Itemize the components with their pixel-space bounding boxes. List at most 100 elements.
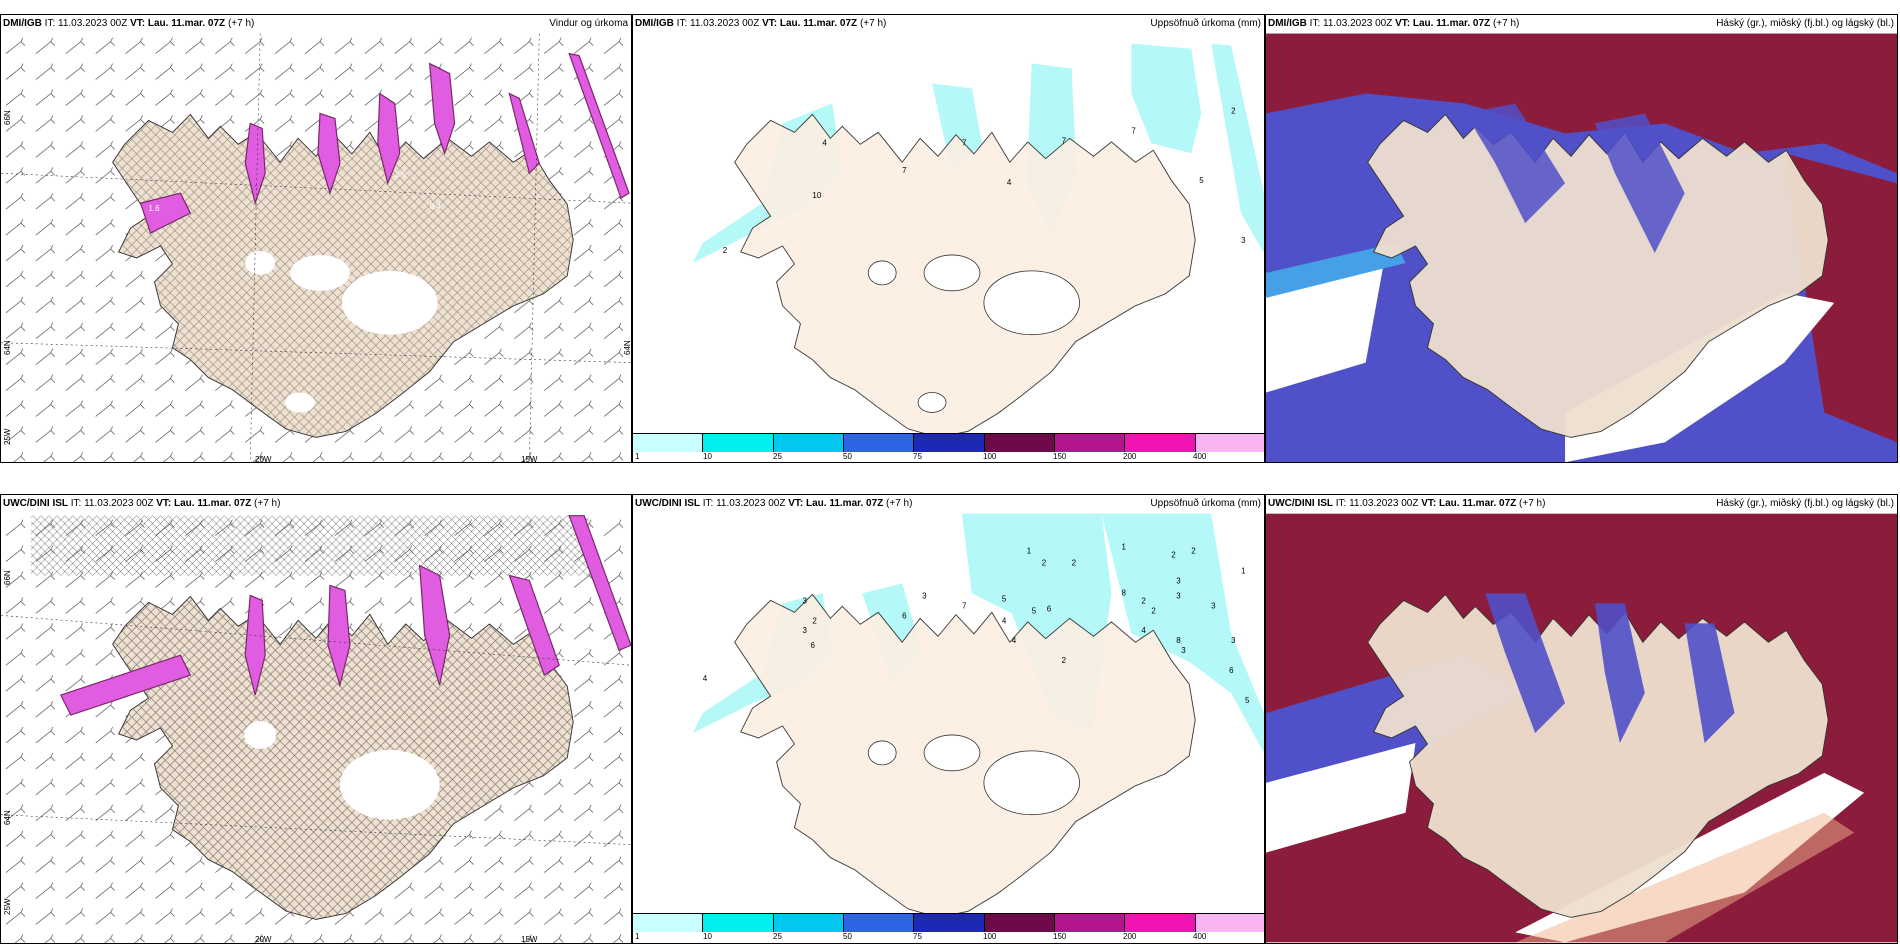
lat-label: 64N xyxy=(623,340,632,355)
colorbar-tick: 25 xyxy=(773,452,782,461)
colorbar-tick: 150 xyxy=(1053,452,1067,461)
station-value: 7 xyxy=(902,166,907,175)
colorbar xyxy=(633,433,1264,454)
station-value: 3 xyxy=(802,626,807,635)
lat-label: 25W xyxy=(3,428,12,445)
colorbar-tick: 75 xyxy=(913,452,922,461)
cloud-map xyxy=(1266,33,1897,462)
colorbar-tick: 200 xyxy=(1123,452,1137,461)
valid-time: VT: Lau. 11.mar. 07Z xyxy=(762,18,858,29)
lead-time: (+7 h) xyxy=(254,498,281,509)
colorbar-segment xyxy=(914,914,985,932)
colorbar-segment xyxy=(703,434,774,452)
station-value: 2 xyxy=(1062,656,1067,665)
lead-time: (+7 h) xyxy=(227,18,255,29)
colorbar-tick: 1 xyxy=(635,452,640,461)
valid-time: VT: Lau. 11.mar. 07Z xyxy=(1395,18,1491,29)
valid-time: VT: Lau. 11.mar. 07Z xyxy=(1421,498,1517,509)
station-value: 8 xyxy=(1176,636,1181,645)
colorbar-tick: 100 xyxy=(983,932,997,941)
colorbar-tick: 100 xyxy=(983,452,997,461)
station-value: 4 xyxy=(1007,178,1012,187)
station-value: 6 xyxy=(1047,604,1052,613)
lead-time: (+7 h) xyxy=(886,498,913,509)
model-name: UWC/DINI ISL xyxy=(635,498,700,509)
panel-wind-precip-uwc: UWC/DINI ISL IT: 11.03.2023 00Z VT: Lau.… xyxy=(0,494,632,944)
station-value: 3 xyxy=(802,596,807,605)
colorbar-segment xyxy=(773,434,844,452)
colorbar-segment xyxy=(843,434,915,452)
panel-header: DMI/IGB IT: 11.03.2023 00Z VT: Lau. 11.m… xyxy=(3,18,254,29)
colorbar-tick: 400 xyxy=(1193,452,1207,461)
colorbar-tick: 50 xyxy=(843,932,852,941)
station-values: 3 2 3 6 3 6 7 5 1 2 2 5 6 4 8 2 2 1 2 3 … xyxy=(703,543,1250,706)
panel-title: Uppsöfnuð úrkoma (mm) xyxy=(1150,498,1261,509)
panel-accum-precip-dmi: DMI/IGB IT: 11.03.2023 00Z VT: Lau. 11.m… xyxy=(632,14,1265,463)
station-value: 6 xyxy=(1229,666,1234,675)
valid-time: VT: Lau. 11.mar. 07Z xyxy=(788,498,884,509)
station-value: 4 xyxy=(1002,616,1007,625)
station-value: 6 xyxy=(902,611,907,620)
station-value: 2 xyxy=(1231,106,1236,115)
panel-header: DMI/IGB IT: 11.03.2023 00Z VT: Lau. 11.m… xyxy=(635,18,886,29)
colorbar-tick: 25 xyxy=(773,932,782,941)
station-value: 4 xyxy=(703,674,708,683)
panel-title: Háský (gr.), miðský (fj.bl.) og lágský (… xyxy=(1716,498,1894,509)
colorbar-ticks: 1 10 25 50 75 100 150 200 400 xyxy=(633,932,1264,943)
colorbar-tick: 10 xyxy=(703,932,712,941)
lead-time: (+7 h) xyxy=(1492,18,1520,29)
lon-label-15w: 15W xyxy=(521,455,538,463)
station-value: 4 xyxy=(1012,636,1017,645)
precip-label: 1.6 xyxy=(395,170,407,179)
station-value: 2 xyxy=(1171,551,1176,560)
colorbar-segment xyxy=(843,914,915,932)
lat-label: 64N xyxy=(3,810,12,825)
init-time: IT: 11.03.2023 00Z xyxy=(70,498,154,509)
colorbar-segment xyxy=(703,914,774,932)
lat-label: 66N xyxy=(3,110,12,125)
colorbar-segment xyxy=(914,434,985,452)
valid-time: VT: Lau. 11.mar. 07Z xyxy=(156,498,252,509)
station-value: 5 xyxy=(1245,696,1250,705)
accum-precip-map: 3 2 3 6 3 6 7 5 1 2 2 5 6 4 8 2 2 1 2 3 … xyxy=(692,513,1264,918)
lat-label: 25W xyxy=(3,898,12,915)
colorbar-tick: 150 xyxy=(1053,932,1067,941)
station-value: 3 xyxy=(922,591,927,600)
init-time: IT: 11.03.2023 00Z xyxy=(1309,18,1393,29)
station-value: 5 xyxy=(1002,594,1007,603)
panel-title: Vindur og úrkoma xyxy=(549,18,628,29)
station-value: 2 xyxy=(723,246,728,255)
station-value: 1 xyxy=(1121,543,1126,552)
colorbar-segment xyxy=(1054,434,1126,452)
colorbar-segment xyxy=(773,914,844,932)
colorbar-segment xyxy=(1195,434,1264,452)
station-value: 4 xyxy=(1141,626,1146,635)
cloud-map xyxy=(1266,513,1897,943)
lead-time: (+7 h) xyxy=(1519,498,1546,509)
panel-header: UWC/DINI ISL IT: 11.03.2023 00Z VT: Lau.… xyxy=(1268,498,1545,509)
lead-time: (+7 h) xyxy=(859,18,887,29)
station-value: 8 xyxy=(1121,588,1126,597)
wind-precip-map: 1.6 1.6 0.4 xyxy=(1,33,631,462)
station-value: 1 xyxy=(1241,566,1246,575)
station-value: 3 xyxy=(1211,601,1216,610)
station-value: 2 xyxy=(1042,558,1047,567)
colorbar-segment xyxy=(984,434,1055,452)
colorbar-tick: 10 xyxy=(703,452,712,461)
station-value: 5 xyxy=(1032,606,1037,615)
station-value: 2 xyxy=(812,616,817,625)
colorbar-segment xyxy=(1195,914,1264,932)
station-value: 2 xyxy=(1151,606,1156,615)
model-name: DMI/IGB xyxy=(3,18,42,29)
colorbar-tick: 400 xyxy=(1193,932,1207,941)
model-name: UWC/DINI ISL xyxy=(1268,498,1333,509)
station-value: 7 xyxy=(962,601,967,610)
init-time: IT: 11.03.2023 00Z xyxy=(1335,498,1419,509)
colorbar-tick: 200 xyxy=(1123,932,1137,941)
colorbar-ticks: 1 10 25 50 75 100 150 200 400 xyxy=(633,452,1264,462)
model-name: DMI/IGB xyxy=(1268,18,1307,29)
panel-title: Háský (gr.), miðský (fj.bl.) og lágský (… xyxy=(1716,18,1894,29)
station-value: 3 xyxy=(1231,636,1236,645)
station-value: 2 xyxy=(1191,547,1196,556)
colorbar xyxy=(633,913,1264,934)
